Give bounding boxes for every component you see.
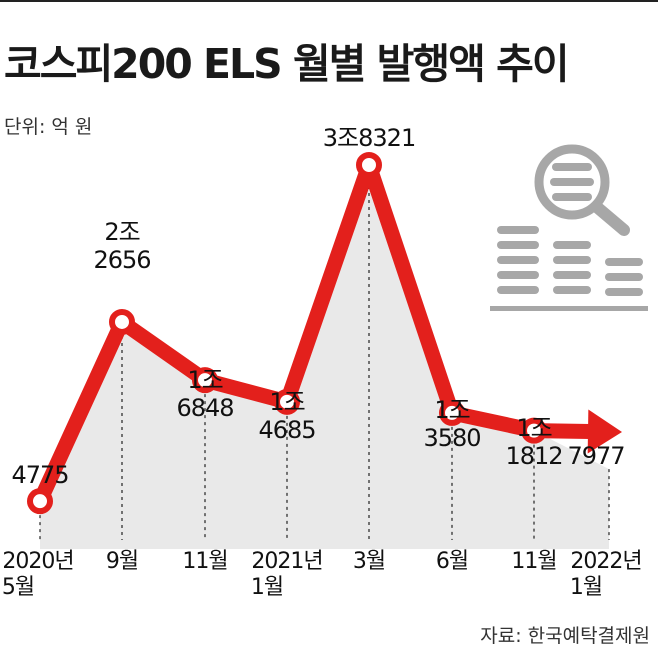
chart-title: 코스피200 ELS 월별 발행액 추이: [4, 40, 570, 88]
search-coins-icon: [490, 144, 648, 311]
area-fill: [40, 165, 609, 549]
icon-coin-line: [497, 226, 539, 234]
x-tick-label: 2022년 1월: [570, 549, 642, 600]
magnifier-handle: [592, 202, 630, 236]
top-rule: [0, 0, 658, 2]
data-point: [521, 417, 547, 444]
icon-coin-line: [553, 241, 591, 249]
data-label: 7977: [567, 442, 624, 470]
data-label: 1조 4685: [258, 388, 315, 444]
data-label: 3조8321: [323, 124, 415, 152]
icon-coin-line: [497, 271, 539, 279]
data-label: 2조 2656: [93, 218, 150, 274]
x-tick-label: 11월: [182, 549, 227, 574]
data-point: [356, 152, 382, 178]
data-label: 1조 1812: [505, 414, 562, 470]
data-point: [192, 367, 218, 394]
data-point: [27, 488, 53, 515]
icon-coin-line: [552, 193, 592, 201]
arrow-head: [587, 409, 622, 454]
data-label: 1조 3580: [423, 396, 480, 452]
data-point: [109, 308, 135, 335]
source-note: 자료: 한국예탁결제원: [480, 625, 650, 647]
icon-coin-line: [605, 258, 643, 266]
icon-coin-line: [497, 256, 539, 264]
data-label: 4775: [11, 461, 68, 489]
icon-coin-line: [497, 286, 539, 294]
data-point: [274, 388, 300, 415]
icon-base-line: [490, 306, 648, 311]
icon-coin-line: [550, 178, 594, 186]
magnifier-lens: [534, 144, 610, 220]
x-tick-label: 6월: [436, 549, 468, 574]
x-tick-label: 2020년 5월: [2, 549, 74, 600]
icon-coin-line: [552, 163, 592, 171]
data-label: 1조 6848: [176, 366, 233, 422]
icon-coin-line: [553, 286, 591, 294]
icon-coin-line: [605, 288, 643, 296]
unit-label: 단위: 억 원: [4, 116, 93, 138]
x-tick-label: 3월: [353, 549, 385, 574]
icon-coin-line: [605, 273, 643, 281]
data-point: [439, 399, 465, 426]
series-line: [32, 157, 598, 509]
x-tick-label: 11월: [511, 549, 556, 574]
icon-coin-line: [497, 241, 539, 249]
x-tick-label: 9월: [106, 549, 138, 574]
icon-coin-line: [553, 271, 591, 279]
icon-coin-line: [553, 256, 591, 264]
x-tick-label: 2021년 1월: [251, 549, 323, 600]
